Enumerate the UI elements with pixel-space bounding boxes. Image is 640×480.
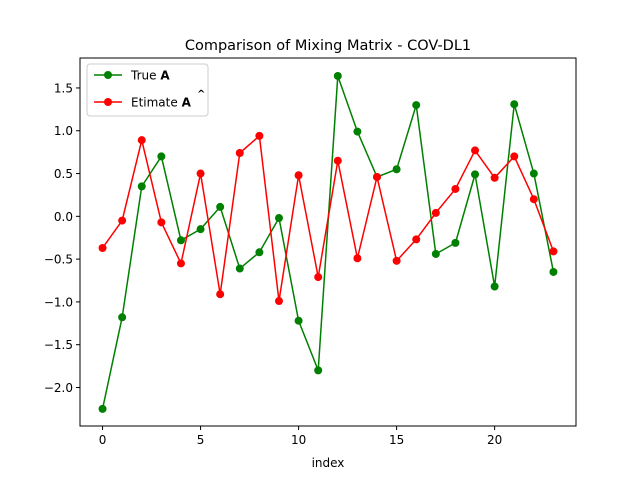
data-point <box>235 264 244 273</box>
data-point <box>314 366 323 375</box>
data-point <box>490 282 499 291</box>
data-point <box>490 173 499 182</box>
data-point <box>431 249 440 258</box>
legend-label-estimate: Etimate A <box>131 96 192 110</box>
data-point <box>451 184 460 193</box>
x-tick-label: 5 <box>197 433 205 447</box>
chart-title: Comparison of Mixing Matrix - COV-DL1 <box>185 38 471 54</box>
legend-marker-estimate <box>104 98 112 106</box>
data-point <box>529 169 538 178</box>
y-tick-label: −2.0 <box>44 381 73 395</box>
data-point <box>451 238 460 247</box>
data-point <box>157 152 166 161</box>
data-point <box>471 146 480 155</box>
data-point <box>137 182 146 191</box>
y-tick-label: 1.5 <box>54 81 73 95</box>
data-point <box>176 259 185 268</box>
legend-label-estimate-prefix: Etimate <box>131 96 182 110</box>
y-tick-label: 0.0 <box>54 210 73 224</box>
plot-background <box>80 58 576 426</box>
legend-marker-true <box>104 71 112 79</box>
x-tick-label: 20 <box>487 433 502 447</box>
legend: True A Etimate A ^ <box>86 63 209 117</box>
legend-label-estimate-symbol: A <box>182 96 192 110</box>
data-point <box>216 290 225 299</box>
data-point <box>412 235 421 244</box>
series-line <box>101 135 555 302</box>
x-axis-label: index <box>312 456 345 470</box>
legend-label-estimate-hat: ^ <box>197 89 205 100</box>
axis-ticks: 0 5 10 15 20 −2.0 −1.5 −1.0 −0.5 0.0 0.5 1.0 1.5 <box>44 81 502 447</box>
legend-label-true-symbol: A <box>160 69 170 83</box>
y-tick-label: −1.0 <box>44 295 73 309</box>
series-1 <box>98 131 558 306</box>
data-point <box>392 165 401 174</box>
data-point <box>235 149 244 157</box>
data-point <box>157 218 166 227</box>
data-point <box>412 101 421 110</box>
y-tick-label: −0.5 <box>44 253 73 267</box>
data-point <box>529 195 538 204</box>
legend-box <box>86 63 209 117</box>
legend-label-true-prefix: True <box>130 69 160 83</box>
data-point <box>216 202 225 211</box>
data-point <box>294 171 303 180</box>
data-point <box>118 313 127 322</box>
data-point <box>255 248 264 257</box>
legend-label-true: True A <box>130 69 170 83</box>
plot-area: 0 5 10 15 20 −2.0 −1.5 −1.0 −0.5 0.0 0.5 1.0 1.5 <box>44 57 577 447</box>
data-point <box>274 214 283 223</box>
data-point <box>510 152 519 161</box>
data-point <box>294 316 303 325</box>
data-point <box>353 127 362 136</box>
data-point <box>471 170 480 179</box>
data-point <box>196 169 205 178</box>
series-layer <box>98 71 558 413</box>
x-tick-label: 10 <box>291 433 306 447</box>
data-point <box>137 136 146 145</box>
x-tick-label: 0 <box>99 433 107 447</box>
data-point <box>353 254 362 263</box>
x-tick-label: 15 <box>389 433 404 447</box>
data-point <box>333 156 342 165</box>
data-point <box>98 404 107 413</box>
data-point <box>176 236 185 245</box>
data-point <box>98 243 107 252</box>
plot-frame <box>79 57 577 427</box>
y-tick-label: −1.5 <box>44 338 73 352</box>
data-point <box>392 256 401 265</box>
data-point <box>510 100 519 109</box>
data-point <box>549 247 558 256</box>
data-point <box>255 131 264 140</box>
data-point <box>314 273 323 282</box>
y-tick-label: 0.5 <box>54 167 73 181</box>
data-point <box>431 208 440 217</box>
data-point <box>118 216 127 225</box>
data-point <box>549 267 558 276</box>
data-point <box>274 297 283 306</box>
data-point <box>333 71 342 80</box>
data-point <box>196 225 205 234</box>
y-tick-label: 1.0 <box>54 124 73 138</box>
data-point <box>373 172 382 181</box>
